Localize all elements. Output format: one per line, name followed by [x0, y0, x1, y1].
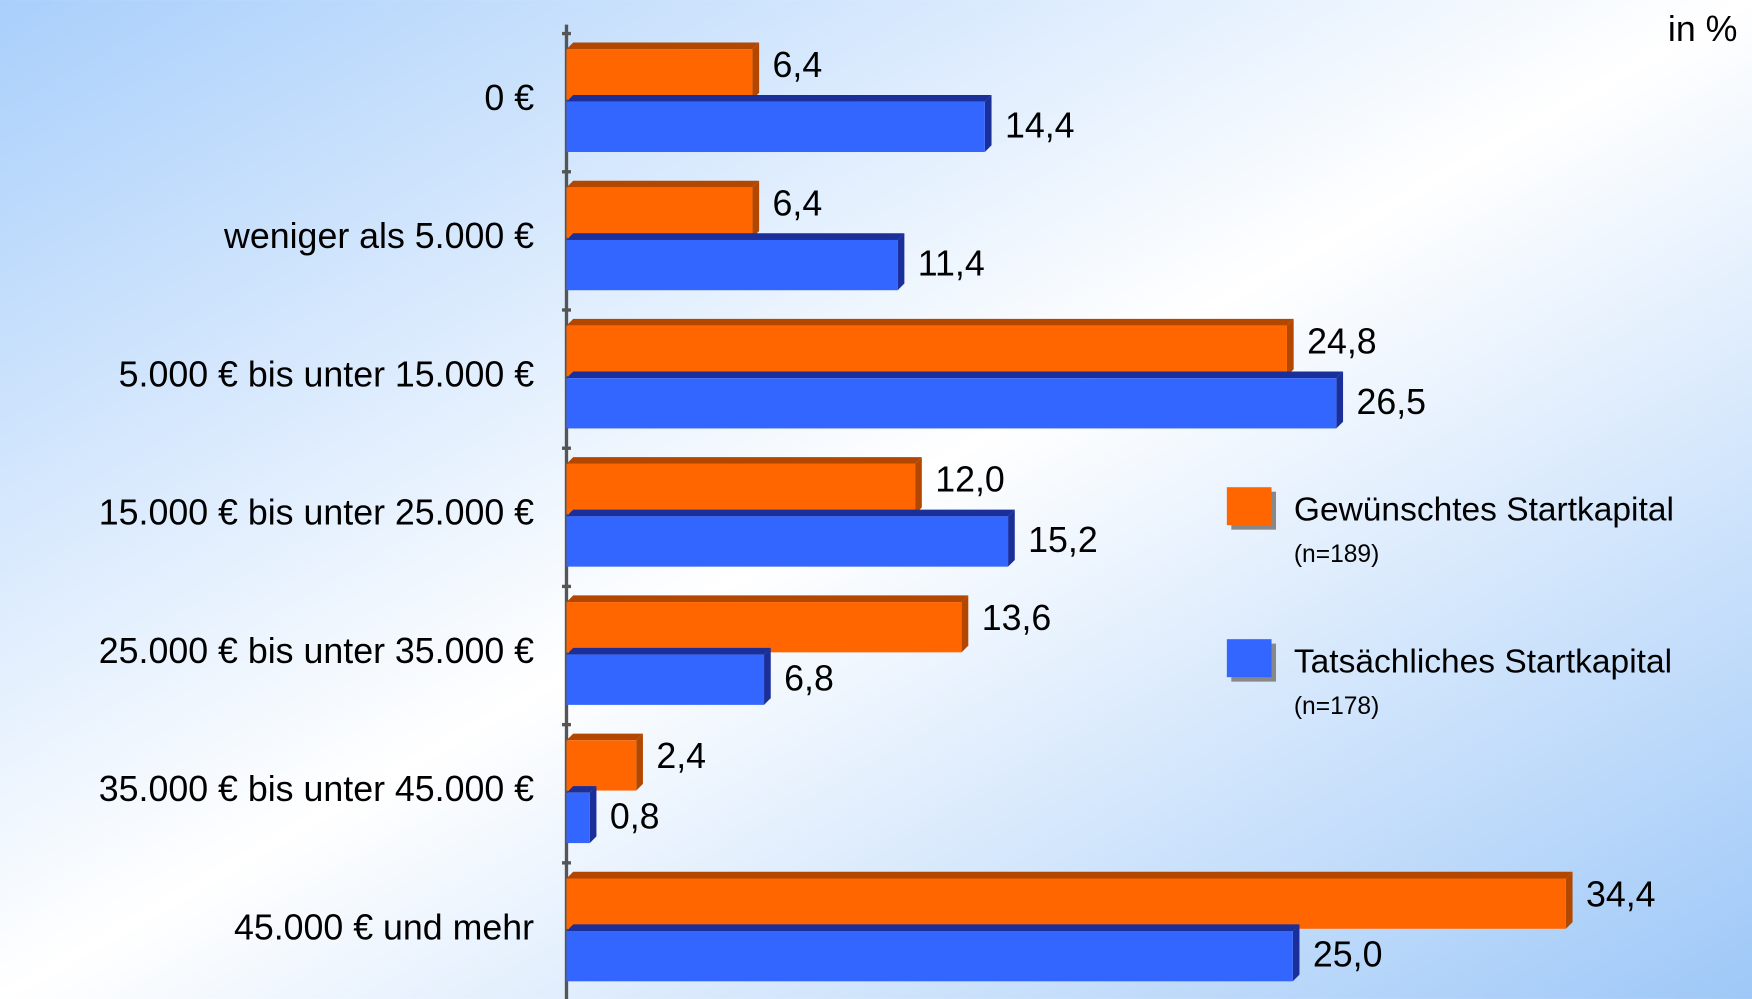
bar-top — [566, 42, 760, 50]
bar-top — [566, 233, 905, 240]
bar-top — [566, 371, 1344, 379]
value-label: 34,4 — [1586, 874, 1656, 914]
value-label: 6,4 — [773, 45, 823, 85]
value-label: 12,0 — [935, 460, 1005, 500]
bar-side — [1565, 871, 1573, 929]
bar-top — [566, 786, 597, 793]
bar-front — [566, 49, 753, 100]
bar-front — [566, 101, 985, 153]
bar-front — [566, 654, 765, 705]
value-label: 6,8 — [784, 658, 834, 698]
value-label: 15,2 — [1028, 520, 1098, 560]
bar-top — [566, 647, 771, 655]
bar-front — [566, 792, 590, 844]
legend-swatch — [1226, 487, 1272, 526]
legend-swatch — [1226, 639, 1272, 678]
bar — [566, 457, 922, 515]
bar — [566, 595, 969, 653]
bar-front — [566, 878, 1566, 929]
value-label: 0,8 — [610, 796, 660, 836]
bar-front — [566, 463, 916, 515]
category-label: 35.000 € bis unter 45.000 € — [99, 769, 534, 809]
bar-front — [566, 931, 1293, 982]
bar — [566, 786, 597, 844]
bar-top — [566, 733, 643, 741]
bar-top — [566, 318, 1294, 326]
bar-top — [566, 595, 969, 603]
bar-front — [566, 602, 962, 653]
bar — [566, 509, 1015, 567]
bar-side — [752, 180, 760, 238]
bar-side — [752, 42, 760, 100]
category-label: weniger als 5.000 € — [223, 216, 534, 256]
legend-note: (n=178) — [1294, 693, 1379, 720]
bar-top — [566, 95, 992, 102]
bar — [566, 371, 1344, 429]
bar — [566, 95, 992, 153]
bar-front — [566, 239, 898, 291]
bar-side — [636, 733, 643, 791]
bar — [566, 180, 760, 238]
value-label: 14,4 — [1005, 105, 1075, 145]
value-label: 24,8 — [1307, 322, 1377, 362]
bar-front — [566, 325, 1287, 376]
legend-label: Gewünschtes Startkapital — [1294, 492, 1674, 529]
category-label: 5.000 € bis unter 15.000 € — [119, 354, 535, 394]
value-label: 11,4 — [918, 244, 985, 284]
bar — [566, 647, 771, 705]
bar — [566, 871, 1573, 929]
bar-side — [1286, 318, 1294, 376]
bar — [566, 318, 1294, 376]
bar-side — [897, 233, 905, 291]
legend-note: (n=189) — [1294, 541, 1379, 568]
value-label: 25,0 — [1313, 935, 1383, 975]
bar-front — [566, 378, 1337, 429]
bar-side — [764, 647, 771, 705]
unit-label: in % — [1668, 9, 1738, 49]
bar-side — [1008, 509, 1015, 567]
bar-front — [566, 740, 637, 791]
category-label: 15.000 € bis unter 25.000 € — [99, 493, 534, 533]
value-label: 26,5 — [1356, 382, 1426, 422]
category-label: 0 € — [484, 78, 534, 118]
bar-top — [566, 509, 1015, 517]
value-label: 2,4 — [656, 736, 706, 776]
bar-side — [1336, 371, 1344, 429]
bar-top — [566, 457, 922, 464]
bar-side — [984, 95, 992, 153]
value-label: 13,6 — [982, 598, 1052, 638]
bar-top — [566, 180, 760, 188]
bar — [566, 42, 760, 100]
bar-side — [589, 786, 597, 844]
bar — [566, 233, 905, 291]
legend-label: Tatsächliches Startkapital — [1294, 644, 1672, 681]
category-label: 25.000 € bis unter 35.000 € — [99, 631, 534, 671]
value-label: 6,4 — [773, 183, 823, 223]
bar-top — [566, 871, 1573, 879]
bar-side — [915, 457, 922, 515]
bar-front — [566, 516, 1009, 567]
bar-side — [1292, 924, 1300, 982]
bar — [566, 733, 643, 791]
bar-side — [961, 595, 969, 653]
category-label: 45.000 € und mehr — [234, 907, 534, 947]
bar-top — [566, 924, 1300, 932]
bar-front — [566, 187, 753, 238]
bar — [566, 924, 1300, 982]
